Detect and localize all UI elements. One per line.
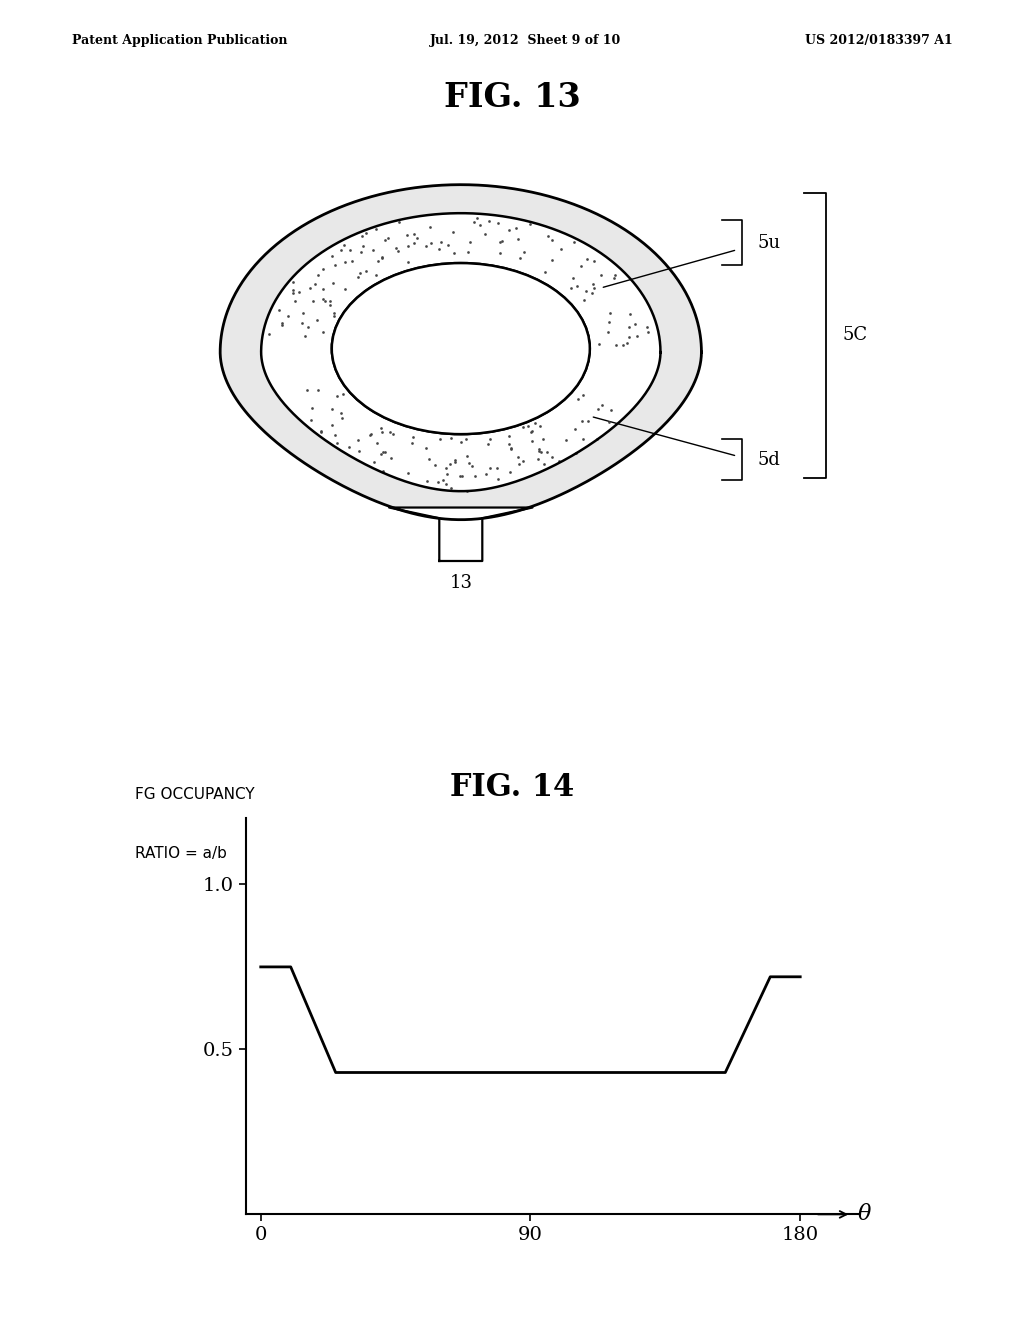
Text: 5d: 5d (758, 450, 780, 469)
Text: 5u: 5u (758, 234, 781, 252)
Text: θ: θ (857, 1204, 870, 1225)
Text: 5C: 5C (843, 326, 868, 345)
Text: Patent Application Publication: Patent Application Publication (72, 34, 287, 48)
Text: FIG. 14: FIG. 14 (450, 772, 574, 803)
Text: 13: 13 (450, 574, 472, 591)
Text: Jul. 19, 2012  Sheet 9 of 10: Jul. 19, 2012 Sheet 9 of 10 (430, 34, 622, 48)
Text: US 2012/0183397 A1: US 2012/0183397 A1 (805, 34, 952, 48)
Polygon shape (389, 507, 532, 561)
Ellipse shape (332, 263, 590, 434)
Text: FIG. 13: FIG. 13 (443, 82, 581, 115)
Text: RATIO = a/b: RATIO = a/b (135, 846, 227, 861)
Polygon shape (220, 185, 701, 520)
Ellipse shape (332, 263, 590, 434)
Text: FG OCCUPANCY: FG OCCUPANCY (135, 787, 255, 801)
Polygon shape (261, 214, 660, 491)
